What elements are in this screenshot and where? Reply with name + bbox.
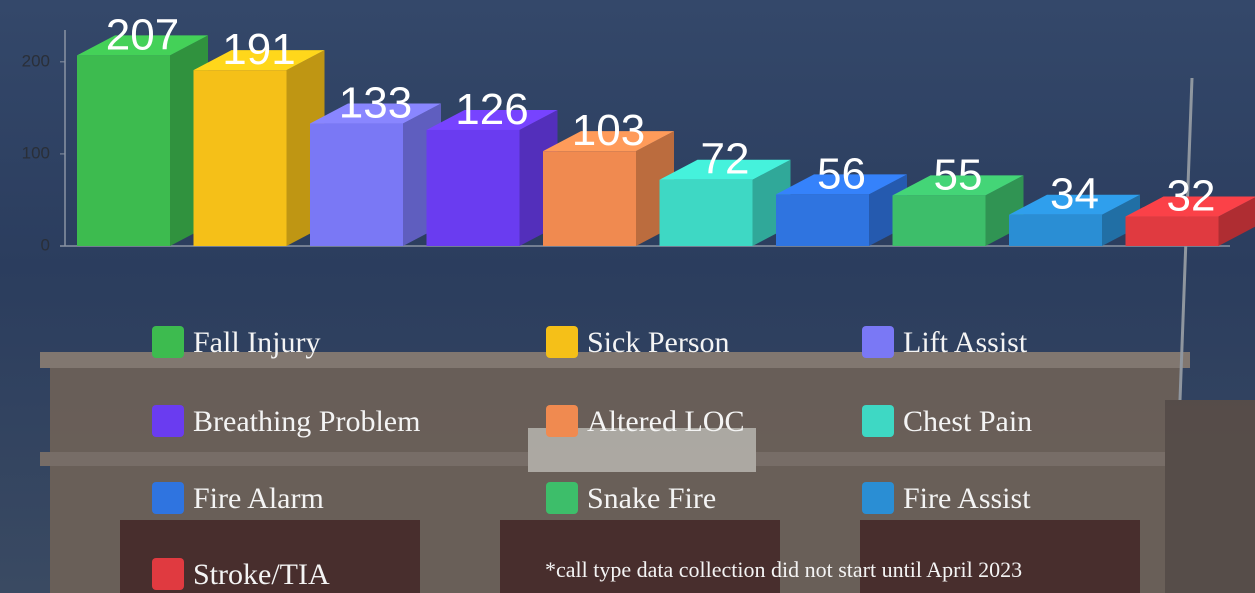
bar-top (77, 35, 208, 56)
legend-label: Snake Fire (587, 482, 716, 515)
bar-top (426, 109, 558, 130)
legend-label: Lift Assist (903, 326, 1028, 359)
value-label: 103 (572, 106, 645, 155)
bar-top (193, 50, 325, 71)
bar (892, 195, 986, 246)
bar-side (1102, 194, 1140, 246)
building (40, 77, 1255, 593)
legend-swatch (862, 326, 894, 358)
legend-label: Altered LOC (587, 405, 744, 438)
bar (426, 129, 520, 246)
legend-swatch (152, 326, 184, 358)
legend-swatch (546, 482, 578, 514)
bar (1125, 216, 1219, 246)
legend-label: Chest Pain (903, 405, 1032, 438)
legend-swatch (546, 405, 578, 437)
bar-top (659, 159, 791, 180)
value-label: 191 (222, 25, 295, 74)
legend-label: Stroke/TIA (193, 558, 330, 591)
bar-top (1125, 196, 1255, 217)
value-label: 72 (701, 135, 750, 184)
legend-swatch (862, 405, 894, 437)
bar (310, 123, 403, 246)
legend-label: Breathing Problem (193, 405, 420, 438)
value-label: 32 (1167, 172, 1216, 221)
bar-side (1218, 197, 1255, 246)
legend-swatch (152, 405, 184, 437)
bar (659, 179, 753, 246)
legend-swatch (862, 482, 894, 514)
y-tick-label: 100 (22, 143, 50, 162)
value-label: 55 (934, 150, 983, 199)
bar (776, 194, 869, 246)
value-label: 34 (1050, 170, 1099, 219)
note: *call type data collection did not start… (545, 557, 1022, 582)
legend-swatch (546, 326, 578, 358)
bar (193, 70, 287, 246)
value-label: 207 (106, 10, 179, 59)
bar (543, 151, 636, 246)
legend-label: Fire Alarm (193, 482, 324, 515)
legend-label: Fire Assist (903, 482, 1031, 515)
value-label: 56 (817, 149, 866, 198)
y-tick-label: 200 (22, 51, 50, 70)
bar-top (1009, 194, 1140, 215)
value-label: 126 (455, 85, 528, 134)
legend-swatch (152, 482, 184, 514)
value-label: 133 (339, 79, 412, 128)
bar-top (892, 175, 1024, 196)
legend-label: Sick Person (587, 326, 730, 359)
bar-top (543, 131, 674, 152)
legend-swatch (152, 558, 184, 590)
legend-label: Fall Injury (193, 326, 321, 359)
bar (77, 55, 170, 247)
bar (1009, 214, 1102, 246)
y-tick-label: 0 (41, 235, 50, 254)
bar-top (310, 103, 441, 124)
bar-top (776, 174, 907, 195)
